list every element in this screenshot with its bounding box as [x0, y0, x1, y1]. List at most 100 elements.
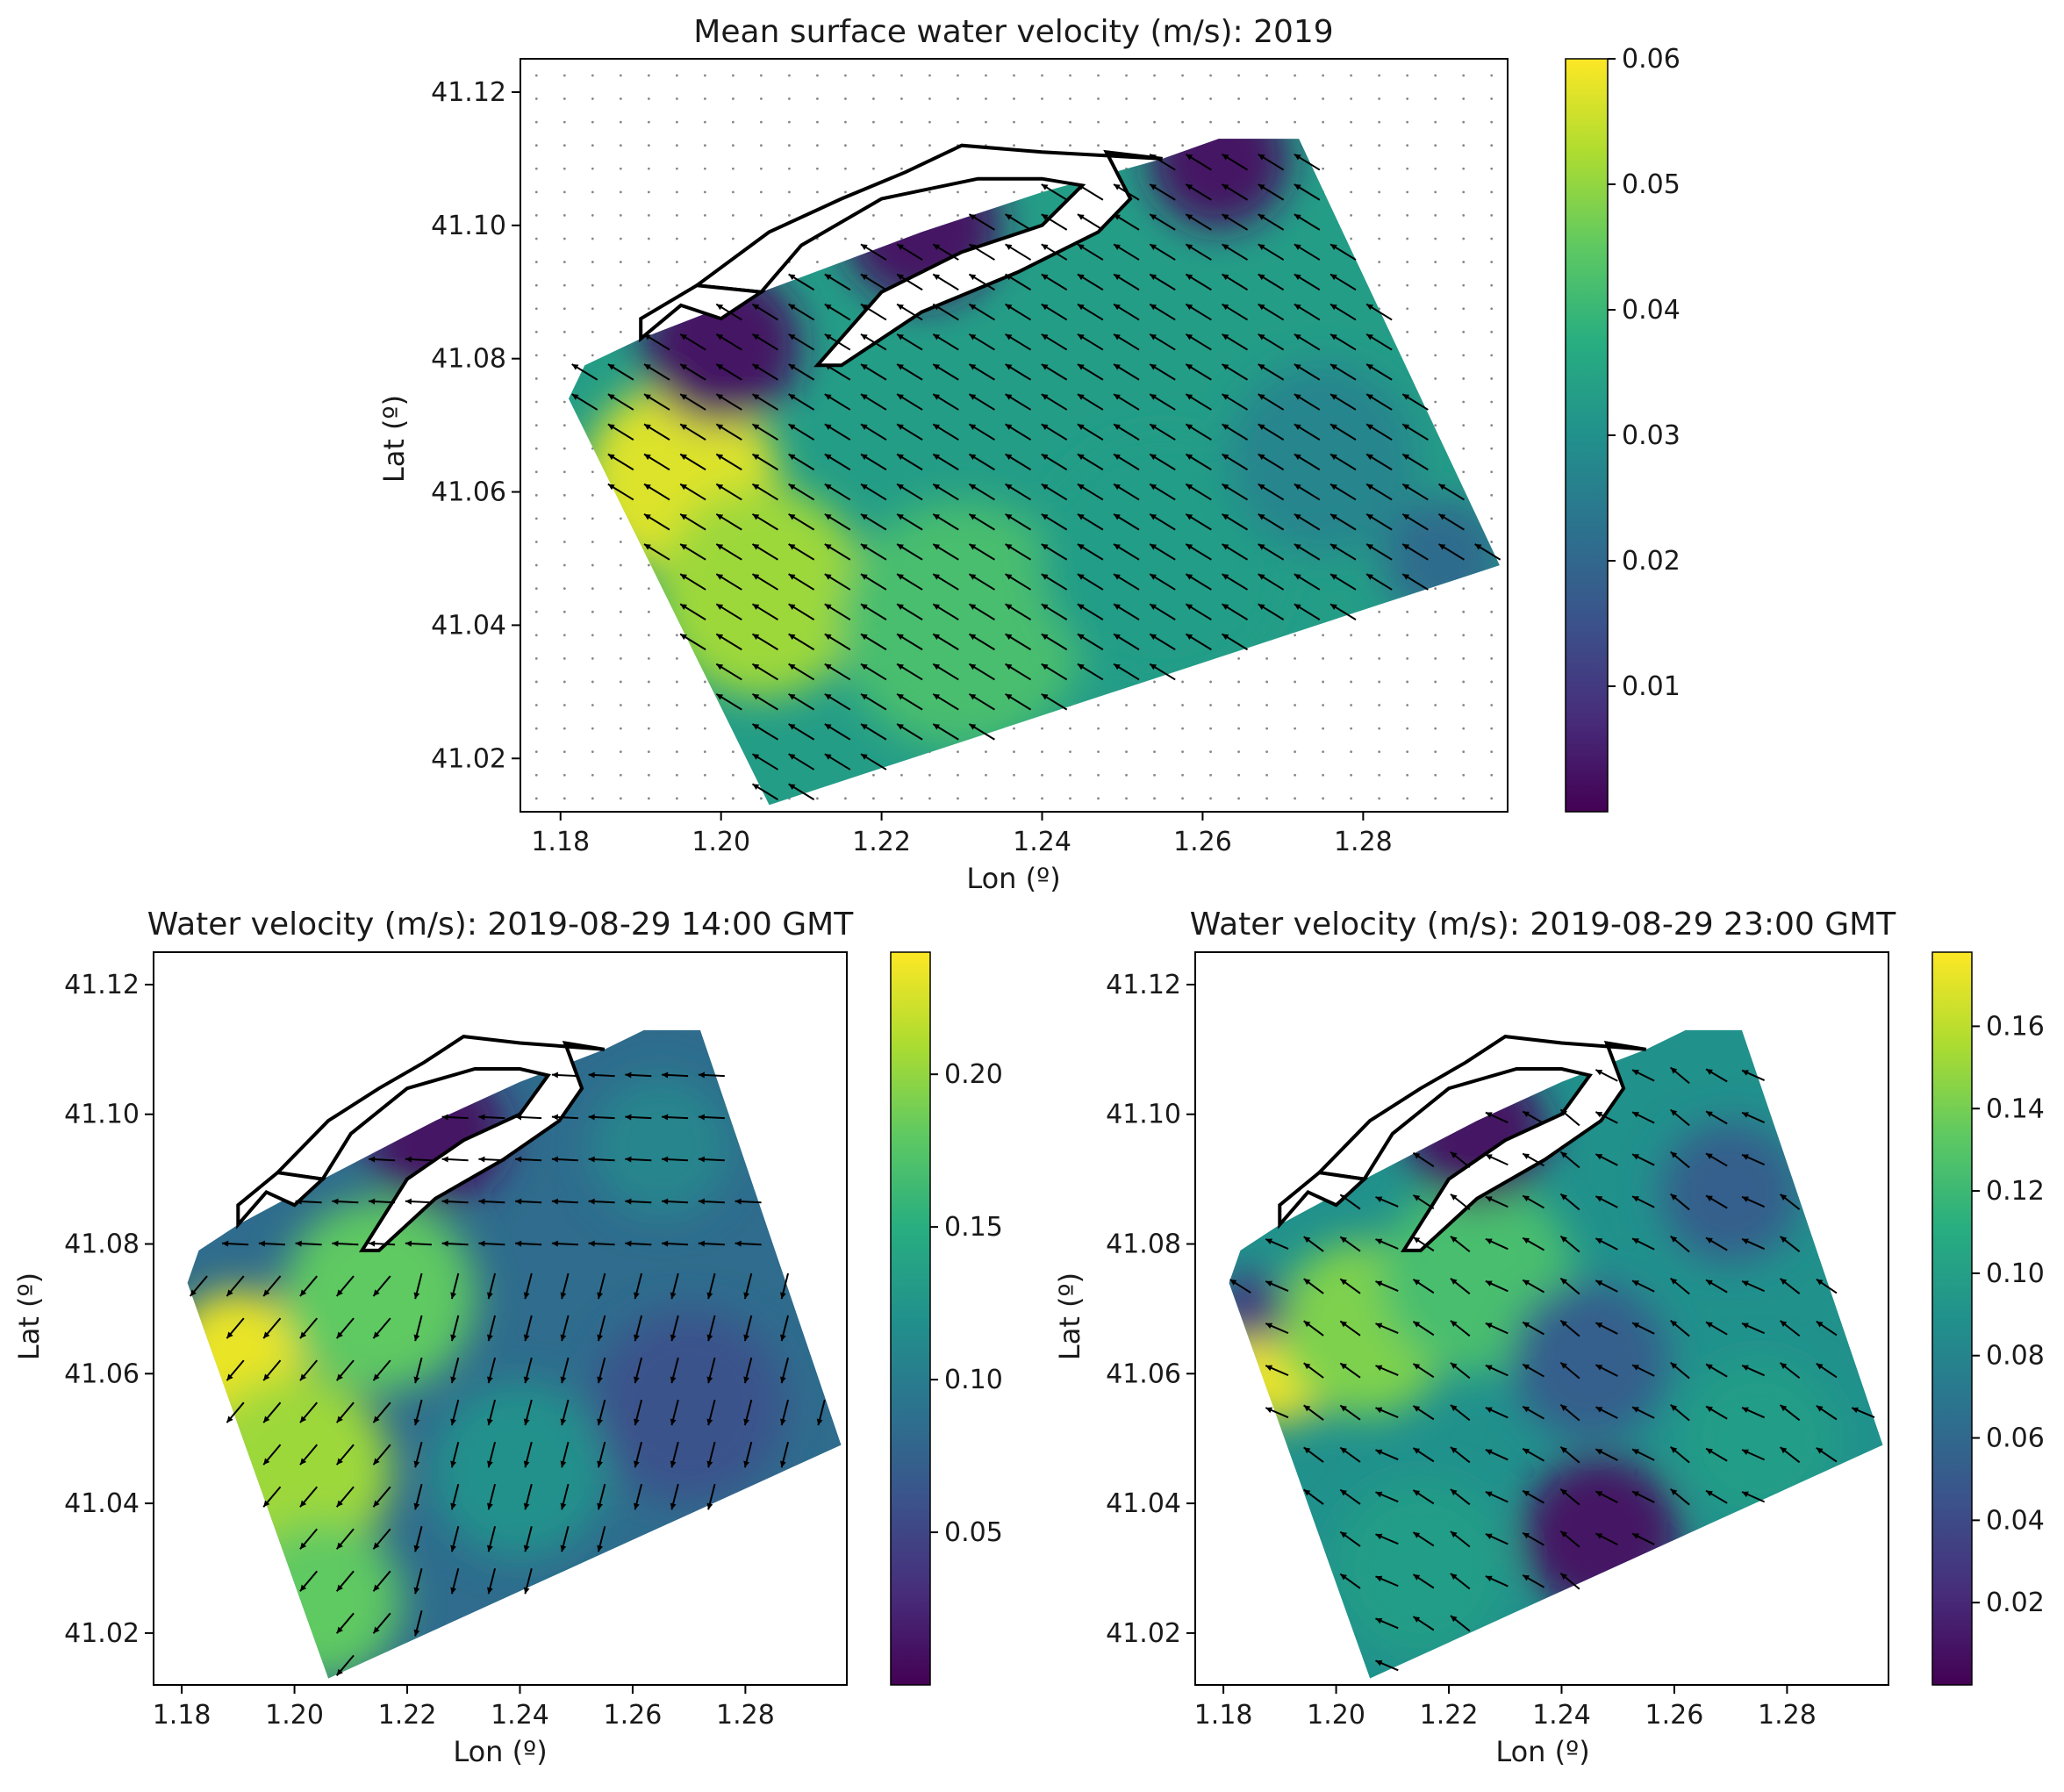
quiver-arrow — [1779, 1278, 1801, 1294]
grid-dot — [1378, 120, 1381, 124]
y-tick-label: 41.10 — [431, 211, 506, 241]
quiver-arrow — [1294, 243, 1321, 261]
grid-dot — [619, 120, 622, 124]
quiver-arrow — [1185, 453, 1212, 471]
quiver-arrow — [1669, 1361, 1690, 1380]
quiver-arrow — [751, 363, 778, 381]
colorbar-tick-label: 0.10 — [1986, 1258, 2045, 1289]
quiver-arrow — [824, 453, 851, 471]
quiver-arrow — [679, 423, 706, 441]
quiver-arrow — [607, 483, 634, 501]
grid-dot — [1069, 74, 1071, 77]
quiver-arrow — [486, 1272, 497, 1300]
grid-dot — [1125, 727, 1128, 730]
grid-dot — [1434, 214, 1437, 217]
grid-dot — [1322, 167, 1325, 170]
quiver-arrow — [299, 1444, 319, 1466]
grid-dot — [816, 97, 819, 100]
quiver-arrow — [751, 453, 778, 471]
quiver-arrow — [1041, 543, 1068, 561]
quiver-arrow — [1365, 513, 1393, 531]
grid-dot — [1462, 190, 1466, 194]
grid-dot — [985, 190, 987, 194]
quiver-arrow — [1485, 1491, 1509, 1503]
quiver-arrow — [1329, 453, 1357, 471]
quiver-arrow — [816, 1399, 826, 1426]
quiver-arrow — [1705, 1110, 1728, 1125]
quiver-arrow — [1113, 183, 1140, 201]
quiver-arrow — [625, 1072, 652, 1079]
quiver-arrow — [299, 1570, 319, 1592]
quiver-arrow — [335, 1612, 355, 1634]
quiver-arrow — [450, 1441, 460, 1468]
grid-dot — [1294, 750, 1297, 754]
quiver-arrow — [1485, 1153, 1509, 1166]
grid-dot — [985, 773, 987, 777]
grid-dot — [1350, 120, 1353, 124]
quiver-arrow — [262, 1486, 282, 1508]
grid-dot — [591, 750, 594, 754]
quiver-arrow — [413, 1567, 423, 1595]
quiver-arrow — [715, 573, 742, 591]
quiver-arrow — [515, 1240, 542, 1247]
y-tick-label: 41.10 — [64, 1100, 140, 1130]
quiver-arrow — [1485, 1322, 1509, 1335]
x-tick-label: 1.22 — [1420, 1700, 1479, 1731]
grid-dot — [591, 610, 594, 613]
grid-dot — [1069, 120, 1071, 124]
quiver-arrow — [1365, 453, 1393, 471]
quiver-arrow — [1303, 1446, 1324, 1463]
grid-dot — [1462, 634, 1466, 637]
grid-dot — [1406, 283, 1409, 287]
quiver-arrow — [1669, 1445, 1690, 1464]
quiver-arrow — [968, 213, 995, 231]
quiver-arrow — [372, 1612, 391, 1634]
quiver-arrow — [896, 723, 923, 741]
grid-dot — [619, 634, 622, 637]
grid-dot — [1350, 750, 1353, 754]
quiver-arrow — [332, 1240, 359, 1247]
quiver-arrow — [1412, 1573, 1435, 1589]
grid-dot — [1378, 797, 1381, 800]
grid-dot — [1378, 237, 1381, 240]
quiver-arrow — [1005, 393, 1032, 411]
grid-dot — [900, 797, 903, 800]
quiver-arrow — [860, 543, 887, 561]
colorbar-tick-label: 0.06 — [1986, 1423, 2045, 1454]
grid-dot — [985, 750, 987, 754]
x-tick-label: 1.18 — [1194, 1700, 1253, 1731]
y-tick-label: 41.02 — [64, 1618, 140, 1649]
quiver-arrow — [860, 692, 887, 711]
quiver-arrow — [299, 1317, 319, 1339]
grid-dot — [1041, 120, 1043, 124]
quiver-arrow — [860, 303, 887, 321]
grid-dot — [1378, 283, 1381, 287]
grid-dot — [675, 120, 678, 124]
grid-dot — [731, 144, 735, 147]
quiver-arrow — [860, 363, 887, 381]
quiver-arrow — [413, 1610, 423, 1637]
quiver-arrow — [1631, 1195, 1655, 1208]
quiver-arrow — [698, 1072, 725, 1079]
grid-dot — [675, 237, 678, 240]
quiver-arrow — [1741, 1449, 1766, 1461]
velocity-region — [1148, 139, 1289, 229]
quiver-arrow — [1437, 543, 1465, 561]
grid-dot — [1350, 704, 1353, 706]
quiver-arrow — [1113, 603, 1140, 620]
grid-dot — [731, 74, 735, 77]
colorbar-tick-label: 0.04 — [1986, 1505, 2045, 1536]
quiver-arrow — [1005, 573, 1032, 591]
quiver-arrow — [1258, 453, 1285, 471]
quiver-arrow — [679, 543, 706, 561]
grid-dot — [619, 704, 622, 706]
grid-dot — [1406, 634, 1409, 637]
quiver-arrow — [679, 513, 706, 531]
y-axis-ticks-1: 41.02 41.04 41.06 41.08 41.10 41.12 — [431, 77, 520, 774]
quiver-arrow — [1294, 183, 1321, 201]
grid-dot — [1434, 400, 1437, 404]
grid-dot — [675, 704, 678, 706]
grid-dot — [1378, 261, 1381, 263]
quiver-arrow — [1294, 573, 1321, 591]
quiver-arrow — [1258, 243, 1285, 261]
